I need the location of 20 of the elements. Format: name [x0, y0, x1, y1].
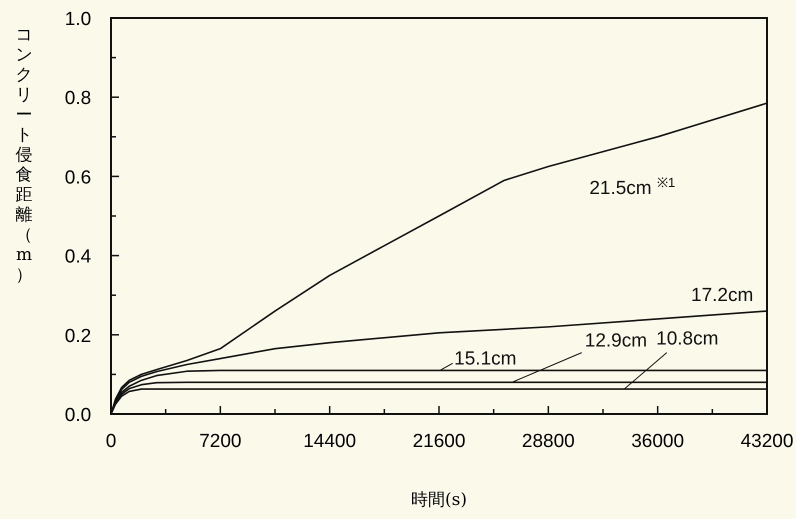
- x-tick-label: 14400: [303, 431, 356, 452]
- x-axis-title: 時間(s): [411, 490, 467, 510]
- y-tick-label: 0.2: [64, 326, 92, 347]
- x-tick-label: 28800: [522, 431, 575, 452]
- y-tick-label: 0.8: [64, 88, 92, 110]
- x-tick-label: 21600: [412, 431, 466, 452]
- series-label: 12.9cm: [584, 330, 648, 352]
- x-tick-label: 0: [106, 431, 116, 452]
- series-label: 21.5cm $^{※1}$: [589, 174, 676, 200]
- y-tick-label: 0.6: [64, 167, 92, 188]
- x-tick-label: 43200: [740, 431, 794, 452]
- text: 10.8cm: [656, 328, 718, 350]
- legend-label: 15.1cm: [454, 348, 516, 370]
- y-tick-label: 0.0: [64, 405, 92, 426]
- x-tick-label: 7200: [199, 431, 242, 452]
- x-tick-label: 36000: [631, 431, 684, 452]
- y-tick-label: 1.0: [64, 9, 92, 30]
- series-label: 17.2cm: [691, 285, 754, 306]
- text: コンクリート侵食距離（m）: [16, 25, 32, 285]
- y-tick-label: 0.4: [64, 246, 92, 268]
